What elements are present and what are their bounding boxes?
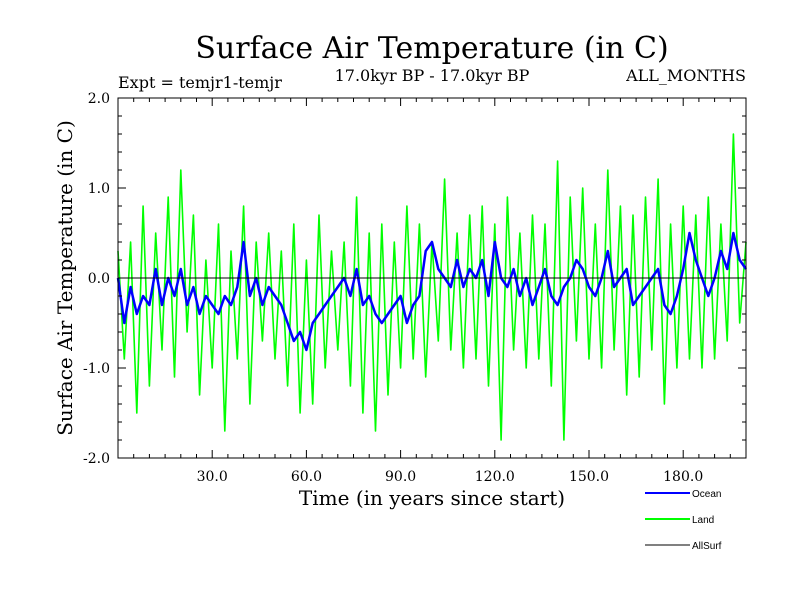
x-tick-label: 90.0 [385,469,416,485]
x-tick-label: 30.0 [197,469,228,485]
chart-subtitle: 17.0kyr BP - 17.0kyr BP [335,66,530,85]
legend-label-land: Land [692,515,714,526]
x-tick-label: 120.0 [475,469,515,485]
y-tick-label: -2.0 [83,451,110,467]
y-tick-label: 2.0 [88,91,110,107]
months-label: ALL_MONTHS [625,66,746,85]
y-axis-label: Surface Air Temperature (in C) [53,120,77,436]
legend-label-allsurf: AllSurf [692,541,722,552]
series-line-land [117,133,747,441]
y-tick-label: -1.0 [83,361,110,377]
x-tick-label: 180.0 [663,469,703,485]
axes-layer: 2.0 1.0 0.0 -1.0 -2.0 30.0 60.0 90.0 120.0 150.0 1… [83,91,747,485]
chart-title: Surface Air Temperature (in C) [195,31,668,66]
experiment-label: Expt = temjr1-temjr [118,73,282,92]
series-layer [116,133,748,441]
x-tick-label: 150.0 [569,469,609,485]
x-axis-label: Time (in years since start) [299,486,565,510]
y-tick-label: 0.0 [88,271,110,287]
x-tick-label: 60.0 [291,469,322,485]
series-line-ocean [116,231,748,352]
legend: Ocean Land AllSurf [645,489,722,552]
legend-label-ocean: Ocean [692,489,721,500]
y-tick-label: 1.0 [88,181,110,197]
